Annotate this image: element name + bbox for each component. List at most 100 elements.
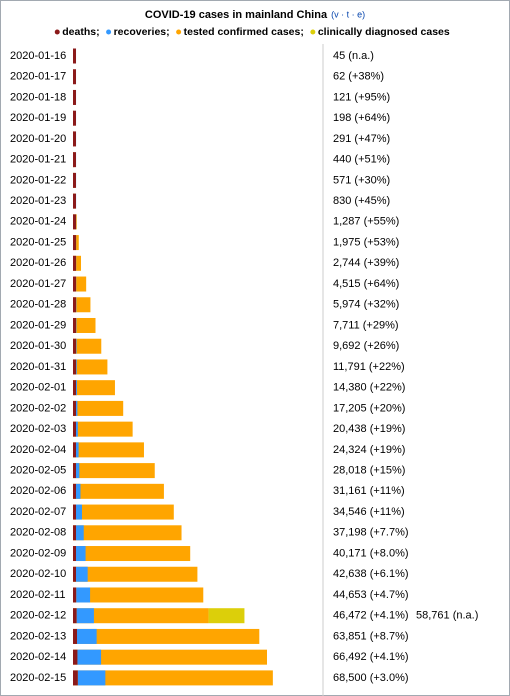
legend-label: tested confirmed cases;: [184, 26, 304, 38]
bar-deaths: [73, 504, 76, 520]
legend-swatch: [310, 29, 316, 35]
bar-recoveries: [76, 359, 77, 375]
y-tick-label: 2020-02-15: [10, 672, 66, 684]
bar-confirmed: [73, 255, 82, 271]
value-label: 63,851 (+8.7%): [333, 630, 409, 642]
y-tick-label: 2020-01-30: [10, 340, 66, 352]
value-label: 2,744 (+39%): [333, 257, 399, 269]
bar-recoveries: [76, 608, 94, 624]
y-tick-label: 2020-02-01: [10, 382, 66, 394]
bar-recoveries: [76, 442, 79, 458]
bar-deaths: [73, 235, 76, 251]
y-tick-label: 2020-02-11: [10, 589, 65, 601]
y-tick-label: 2020-01-28: [10, 299, 66, 311]
bar-recoveries: [76, 546, 86, 562]
bar-deaths: [73, 525, 76, 541]
bar-deaths: [73, 628, 78, 644]
value-label: 45 (n.a.): [333, 50, 374, 62]
bar-recoveries: [77, 628, 97, 644]
bar-recoveries: [77, 670, 106, 686]
bar-clinical: [208, 608, 245, 624]
value-label: 9,692 (+26%): [333, 340, 399, 352]
bar-confirmed: [73, 566, 198, 582]
bar-deaths: [73, 483, 76, 499]
value-label: 14,380 (+22%): [333, 382, 405, 394]
legend-label: deaths;: [62, 26, 99, 38]
y-tick-label: 2020-01-29: [10, 319, 66, 331]
bar-deaths: [73, 172, 76, 188]
y-tick-label: 2020-02-03: [10, 423, 66, 435]
bar-confirmed: [73, 276, 87, 292]
bar-confirmed: [73, 483, 164, 499]
value-label: 42,638 (+6.1%): [333, 568, 409, 580]
value-label: 34,546 (+11%): [333, 506, 405, 518]
y-tick-label: 2020-01-19: [10, 112, 66, 124]
bar-confirmed: [73, 463, 155, 479]
y-tick-label: 2020-01-24: [10, 216, 66, 228]
bar-recoveries: [76, 525, 84, 541]
bar-confirmed: [73, 546, 191, 562]
y-tick-label: 2020-01-22: [10, 174, 66, 186]
bar-deaths: [73, 48, 76, 64]
bar-deaths: [73, 110, 76, 126]
value-label: 28,018 (+15%): [333, 465, 405, 477]
value-label: 11,791 (+22%): [333, 361, 405, 373]
bar-deaths: [73, 214, 76, 230]
bar-confirmed: [73, 587, 204, 603]
value-label: 198 (+64%): [333, 112, 390, 124]
bar-deaths: [73, 255, 76, 271]
bar-deaths: [73, 400, 76, 416]
bar-deaths: [73, 670, 78, 686]
bar-recoveries: [76, 421, 78, 437]
y-tick-label: 2020-01-27: [10, 278, 66, 290]
annotation: 58,761 (n.a.): [416, 610, 478, 622]
y-tick-label: 2020-01-31: [10, 361, 66, 373]
bar-confirmed: [73, 504, 174, 520]
bar-deaths: [73, 89, 76, 105]
bar-recoveries: [76, 483, 81, 499]
value-label: 7,711 (+29%): [333, 319, 399, 331]
bar-confirmed: [73, 380, 115, 396]
bar-confirmed: [73, 649, 268, 665]
y-tick-label: 2020-01-21: [10, 154, 66, 166]
bar-deaths: [73, 131, 76, 147]
y-tick-label: 2020-02-10: [10, 568, 66, 580]
value-label: 62 (+38%): [333, 71, 384, 83]
y-tick-label: 2020-02-04: [10, 444, 66, 456]
y-tick-label: 2020-01-23: [10, 195, 66, 207]
bar-deaths: [73, 338, 76, 354]
value-label: 37,198 (+7.7%): [333, 527, 409, 539]
bar-confirmed: [73, 442, 144, 458]
value-label: 20,438 (+19%): [333, 423, 405, 435]
value-label: 68,500 (+3.0%): [333, 672, 409, 684]
bar-recoveries: [76, 504, 82, 520]
value-label: 1,975 (+53%): [333, 236, 399, 248]
value-label: 40,171 (+8.0%): [333, 547, 409, 559]
legend-swatch: [54, 29, 60, 35]
y-tick-label: 2020-02-14: [10, 651, 66, 663]
bar-confirmed: [73, 608, 209, 624]
bar-deaths: [73, 649, 78, 665]
bar-deaths: [73, 608, 77, 624]
value-label: 440 (+51%): [333, 154, 390, 166]
value-label: 1,287 (+55%): [333, 216, 399, 228]
bar-deaths: [73, 463, 76, 479]
bar-confirmed: [73, 297, 91, 313]
bar-confirmed: [73, 400, 124, 416]
y-tick-label: 2020-02-07: [10, 506, 66, 518]
chart-title: COVID-19 cases in mainland China: [145, 9, 328, 21]
y-tick-label: 2020-01-16: [10, 50, 66, 62]
bar-recoveries: [76, 380, 77, 396]
bar-deaths: [73, 421, 76, 437]
navbox-links[interactable]: (v · t · e): [331, 9, 365, 19]
y-tick-label: 2020-01-20: [10, 133, 66, 145]
value-label: 5,974 (+32%): [333, 299, 399, 311]
bar-recoveries: [76, 400, 78, 416]
value-label: 46,472 (+4.1%): [333, 610, 409, 622]
y-tick-label: 2020-02-05: [10, 465, 66, 477]
bar-confirmed: [73, 421, 133, 437]
bar-deaths: [73, 297, 76, 313]
y-tick-label: 2020-01-18: [10, 91, 66, 103]
bar-deaths: [73, 276, 76, 292]
bar-recoveries: [77, 649, 102, 665]
